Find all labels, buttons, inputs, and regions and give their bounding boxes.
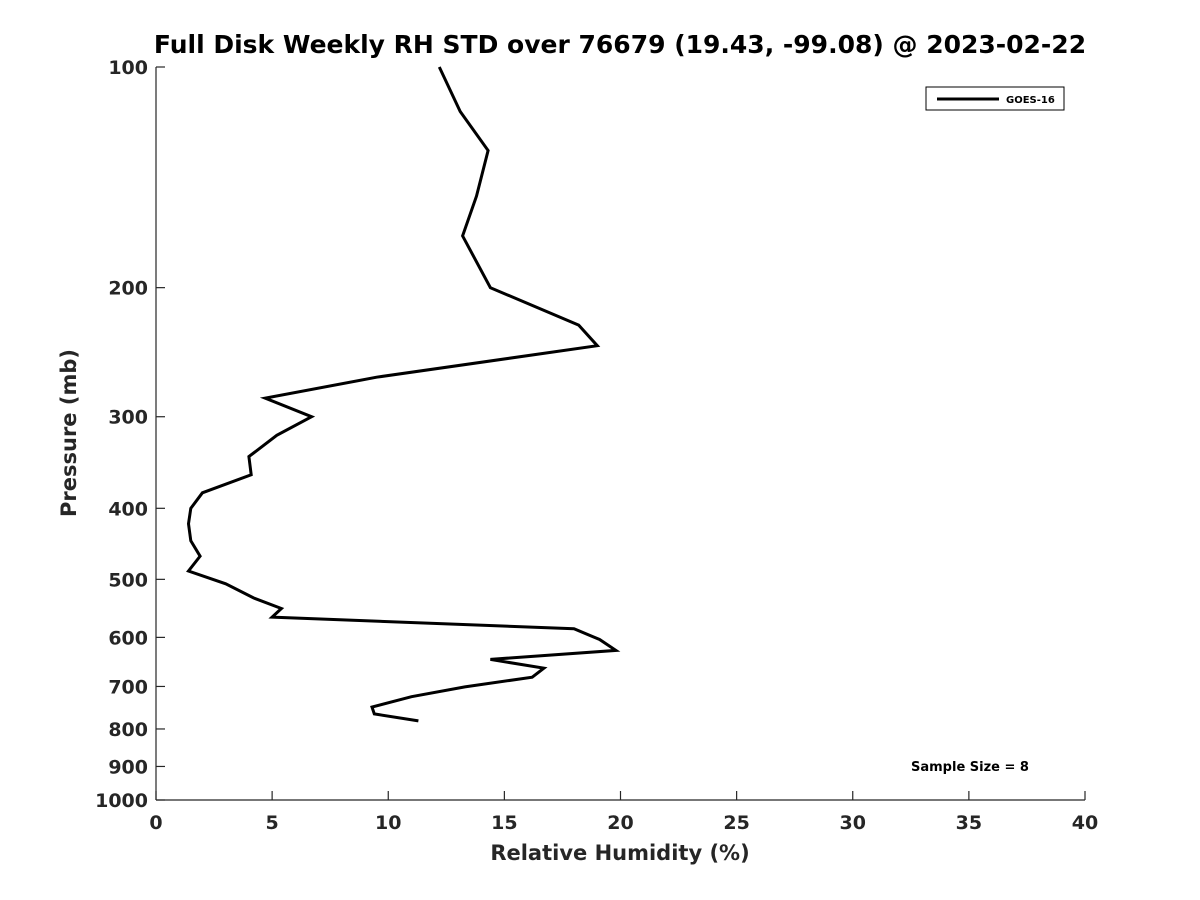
y-tick-label-6: 700 xyxy=(108,676,148,698)
x-tick-label-6: 30 xyxy=(840,812,866,834)
y-tick-label-5: 600 xyxy=(108,627,148,649)
x-tick-label-0: 0 xyxy=(149,812,162,834)
y-tick-label-7: 800 xyxy=(108,719,148,741)
x-tick-label-5: 25 xyxy=(723,812,749,834)
x-tick-label-4: 20 xyxy=(607,812,633,834)
y-tick-label-0: 100 xyxy=(108,57,148,79)
y-axis-label: Pressure (mb) xyxy=(57,349,81,517)
sample-size-annotation: Sample Size = 8 xyxy=(911,760,1029,775)
x-tick-label-8: 40 xyxy=(1072,812,1098,834)
chart-title: Full Disk Weekly RH STD over 76679 (19.4… xyxy=(154,30,1086,59)
y-tick-label-9: 1000 xyxy=(95,790,148,812)
y-tick-label-2: 300 xyxy=(108,407,148,429)
plot-area: 0 5 10 15 20 25 30 35 40 100 200 300 400 500 600 700 800… xyxy=(95,57,1098,834)
y-tick-label-4: 500 xyxy=(108,569,148,591)
x-tick-label-7: 35 xyxy=(956,812,982,834)
x-tick-label-1: 5 xyxy=(266,812,279,834)
y-tick-label-1: 200 xyxy=(108,278,148,300)
series-line-goes-16 xyxy=(186,66,621,723)
y-tick-label-8: 900 xyxy=(108,756,148,778)
y-tick-label-3: 400 xyxy=(108,498,148,520)
x-tick-label-2: 10 xyxy=(375,812,401,834)
legend-entry-goes16: GOES-16 xyxy=(1006,95,1055,106)
x-tick-label-3: 15 xyxy=(491,812,517,834)
legend: GOES-16 xyxy=(925,86,1065,111)
x-axis-label: Relative Humidity (%) xyxy=(490,841,749,865)
